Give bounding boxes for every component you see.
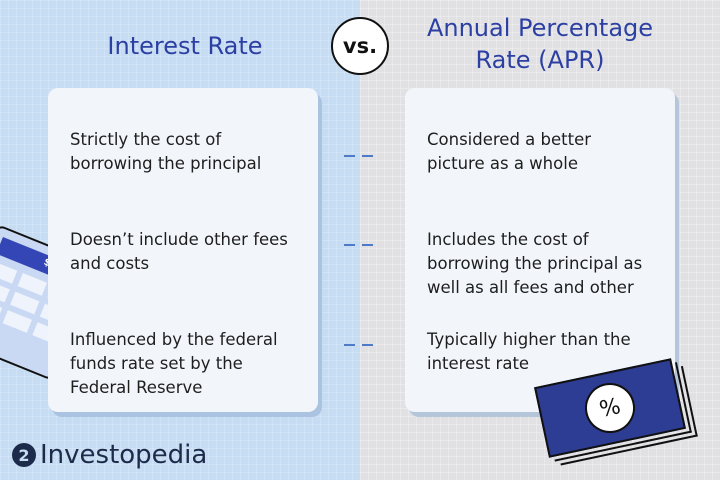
list-item: Doesn’t include other fees and costs — [70, 230, 288, 273]
list-item: Considered a better picture as a whole — [427, 130, 592, 173]
connector-dash — [344, 244, 374, 246]
list-item: Strictly the cost of borrowing the princ… — [70, 130, 262, 173]
logo-mark-icon: 2 — [12, 443, 36, 467]
interest-rate-card: Strictly the cost of borrowing the princ… — [48, 88, 318, 412]
connector-dash — [344, 155, 374, 157]
list-item: Typically higher than the interest rate — [427, 330, 631, 373]
percent-symbol: % — [580, 378, 640, 438]
investopedia-logo: 2 Investopedia — [12, 440, 207, 470]
brand-name: Investopedia — [40, 440, 208, 470]
vs-badge: vs. — [331, 17, 389, 75]
list-item: Includes the cost of borrowing the princ… — [427, 230, 643, 297]
connector-dash — [344, 344, 374, 346]
interest-rate-title: Interest Rate — [107, 32, 263, 60]
apr-title: Annual Percentage Rate (APR) — [426, 14, 654, 74]
apr-card: Considered a better picture as a whole I… — [405, 88, 675, 412]
list-item: Influenced by the federal funds rate set… — [70, 330, 278, 397]
